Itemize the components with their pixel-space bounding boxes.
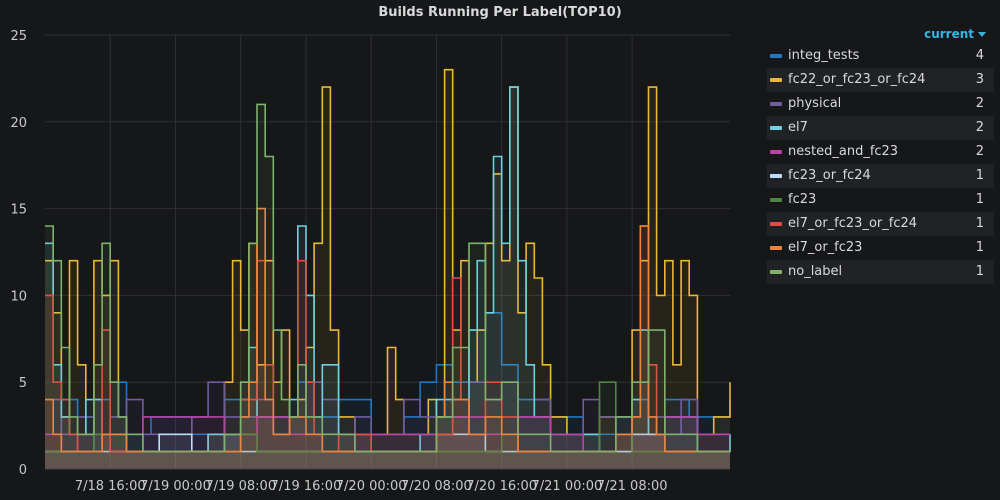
legend-item-fc23_or_fc24[interactable]: fc23_or_fc24 1 [767,164,994,188]
legend-current-value: 2 [975,96,984,111]
x-tick-label: 7/19 08:00 [205,479,276,494]
legend-name: integ_tests [788,48,860,63]
x-tick-label: 7/20 08:00 [401,479,472,494]
series-fill-physical [45,382,730,469]
legend-swatch [770,222,782,226]
legend-name: fc23_or_fc24 [788,168,871,183]
legend-current-value: 2 [975,144,984,159]
x-tick-label: 7/21 00:00 [532,479,603,494]
y-tick-label: 10 [10,289,27,304]
series-line-no_label [45,103,730,453]
y-tick-label: 15 [10,203,27,218]
y-tick-label: 0 [19,463,27,478]
chart-title: Builds Running Per Label(TOP10) [378,5,622,20]
legend-swatch [770,270,782,274]
legend-current-value: 1 [975,240,984,255]
legend-swatch [770,126,782,130]
legend: current integ_tests 4 fc22_or_fc23_or_fc24… [767,24,994,284]
x-tick-label: 7/18 16:00 [75,479,146,494]
y-tick-label: 25 [10,29,27,44]
legend-current-value: 1 [975,168,984,183]
legend-item-fc23[interactable]: fc23 1 [767,188,994,212]
x-tick-label: 7/19 16:00 [271,479,342,494]
legend-swatch [770,54,782,58]
legend-column-label: current [924,27,974,41]
legend-swatch [770,78,782,82]
legend-name: no_label [788,264,843,279]
legend-name: nested_and_fc23 [788,144,899,159]
x-tick-label: 7/20 16:00 [466,479,537,494]
legend-current-value: 2 [975,120,984,135]
legend-name: fc23 [788,192,817,207]
legend-item-el7[interactable]: el7 2 [767,116,994,140]
legend-current-value: 3 [975,72,984,87]
series-fill-no_label [45,104,730,470]
legend-current-value: 4 [975,48,984,63]
x-tick-label: 7/19 00:00 [140,479,211,494]
legend-item-fc22_or_fc23_or_fc24[interactable]: fc22_or_fc23_or_fc24 3 [767,68,994,92]
legend-item-no_label[interactable]: no_label 1 [767,260,994,284]
legend-item-el7_or_fc23[interactable]: el7_or_fc23 1 [767,236,994,260]
legend-name: el7_or_fc23_or_fc24 [788,216,918,231]
legend-swatch [770,102,782,106]
legend-item-integ_tests[interactable]: integ_tests 4 [767,44,994,68]
y-tick-label: 5 [19,376,27,391]
legend-item-el7_or_fc23_or_fc24[interactable]: el7_or_fc23_or_fc24 1 [767,212,994,236]
legend-swatch [770,150,782,154]
legend-swatch [770,246,782,250]
legend-sort-current[interactable]: current [767,24,994,44]
series-fill-nested_and_fc23 [45,416,730,469]
series-fill-integ_tests [45,312,730,469]
legend-swatch [770,174,782,178]
y-tick-label: 20 [10,116,27,131]
series-fill-el7_or_fc23_or_fc24 [45,226,730,469]
caret-down-icon [978,32,986,37]
legend-name: fc22_or_fc23_or_fc24 [788,72,926,87]
legend-current-value: 1 [975,192,984,207]
legend-item-nested_and_fc23[interactable]: nested_and_fc23 2 [767,140,994,164]
legend-current-value: 1 [975,264,984,279]
legend-swatch [770,198,782,202]
legend-name: el7_or_fc23 [788,240,863,255]
series-fill-el7_or_fc23 [45,208,730,469]
legend-name: el7 [788,120,808,135]
x-tick-label: 7/20 00:00 [336,479,407,494]
series-line-fc22_or_fc23_or_fc24 [45,68,731,453]
legend-item-physical[interactable]: physical 2 [767,92,994,116]
legend-current-value: 1 [975,216,984,231]
x-tick-label: 7/21 08:00 [597,479,668,494]
legend-name: physical [788,96,842,111]
